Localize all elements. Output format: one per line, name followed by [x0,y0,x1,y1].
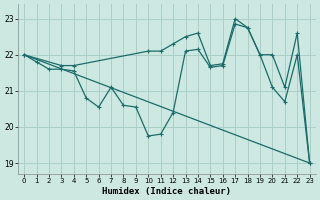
X-axis label: Humidex (Indice chaleur): Humidex (Indice chaleur) [102,187,231,196]
